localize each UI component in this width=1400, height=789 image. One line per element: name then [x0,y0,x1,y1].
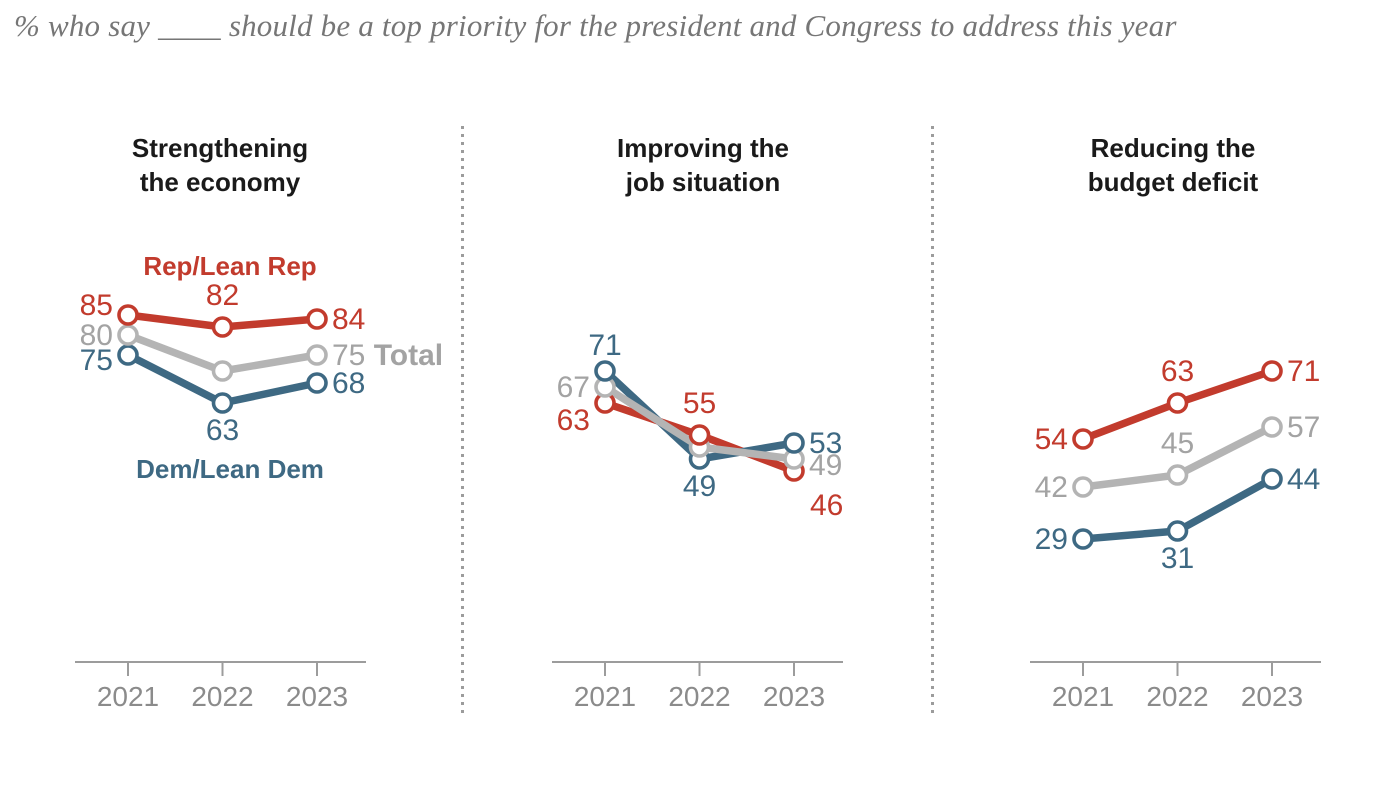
series-annotation-dem: Dem/Lean Dem [136,454,324,484]
value-label-total: 80 [80,319,113,352]
chart-panel-0: Strengthening the economy 2021 2022 2023 85 82… [75,133,443,712]
series-label-total: Total [365,339,443,372]
data-point-rep [1261,360,1283,382]
data-point-dem [1166,520,1189,542]
data-point-total [117,324,139,346]
data-point-total [1166,464,1189,486]
x-axis-label: 2021 [97,681,159,712]
value-label-total: 67 [557,371,590,404]
value-label-rep: 63 [557,404,590,437]
series-annotation-rep: Rep/Lean Rep [143,251,316,281]
panel-title-line: job situation [625,167,781,197]
value-label-dem: 53 [809,427,842,460]
data-point-rep [688,424,711,446]
data-point-rep [1072,428,1094,450]
value-label-rep: 82 [206,279,239,312]
data-point-rep [306,308,328,330]
data-point-dem [1261,468,1283,490]
value-label-total: 45 [1161,427,1194,460]
data-point-total [1072,476,1094,498]
value-label-dem: 31 [1161,542,1194,575]
x-axis-label: 2021 [1052,681,1114,712]
value-label-dem: 44 [1287,463,1320,496]
value-label-dem: 49 [683,470,716,503]
data-point-total [1261,416,1283,438]
panel-title-line: Strengthening [132,133,308,163]
data-point-rep [1166,392,1189,414]
value-label-dem: 63 [206,414,239,447]
data-point-dem [117,344,139,366]
value-label-dem: 29 [1035,523,1068,556]
data-point-dem [783,432,805,454]
x-axis-label: 2023 [763,681,825,712]
panel-title-line: the economy [140,167,301,197]
chart-title: % who say ____ should be a top priority … [14,8,1177,43]
panel-divider-2 [931,126,934,716]
x-axis-label: 2022 [191,681,253,712]
data-point-dem [594,360,616,382]
value-label-rep: 85 [80,289,113,322]
value-label-rep: 84 [332,303,365,336]
value-label-dem: 75 [80,344,113,377]
value-label-rep: 55 [683,387,716,420]
data-point-rep [211,316,234,338]
value-label-dem: 71 [588,329,621,362]
value-label-dem: 68 [332,367,365,400]
value-label-rep: 71 [1287,355,1320,388]
value-label-rep: 63 [1161,355,1194,388]
value-label-total: 42 [1035,471,1068,504]
value-label-total: 57 [1287,411,1320,444]
data-point-total [211,360,234,382]
x-axis-label: 2023 [1241,681,1303,712]
value-label-rep: 54 [1035,423,1068,456]
x-axis-label: 2023 [286,681,348,712]
value-label-total: 75 Total [332,339,443,372]
panel-title-line: Improving the [617,133,789,163]
data-point-dem [211,392,234,414]
x-axis-label: 2021 [574,681,636,712]
data-point-total [306,344,328,366]
chart-panel-2: Reducing the budget deficit 2021 2022 2023 54… [1030,133,1321,712]
panel-title-line: Reducing the [1091,133,1256,163]
data-point-dem [306,372,328,394]
x-axis-label: 2022 [1146,681,1208,712]
panel-title-line: budget deficit [1088,167,1259,197]
chart-panel-1: Improving the job situation 2021 2022 2023 63… [552,133,843,712]
data-point-rep [117,304,139,326]
x-axis-label: 2022 [668,681,730,712]
panel-divider-1 [461,126,464,716]
data-point-dem [1072,528,1094,550]
value-label-rep: 46 [810,489,843,522]
value-label-total: 49 [809,449,842,482]
